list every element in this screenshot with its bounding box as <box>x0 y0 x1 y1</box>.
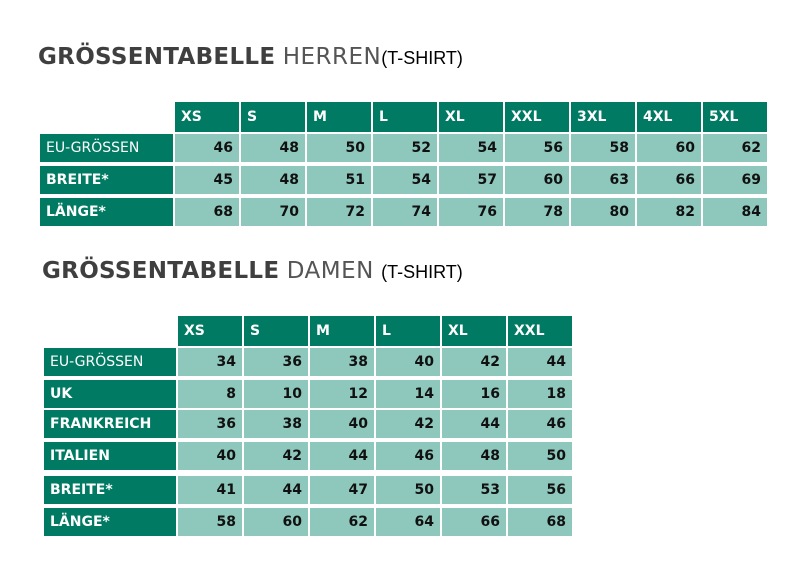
cell-value: 34 <box>178 348 242 376</box>
cell-value: 16 <box>442 380 506 408</box>
column-header: 5XL <box>703 102 767 132</box>
column-header: M <box>307 102 371 132</box>
cell-value: 56 <box>508 476 572 504</box>
cell-value: 10 <box>244 380 308 408</box>
cell-value: 46 <box>508 410 572 438</box>
cell-value: 57 <box>439 166 503 194</box>
row-label: LÄNGE* <box>40 198 173 226</box>
cell-value: 48 <box>241 134 305 162</box>
cell-value: 42 <box>376 410 440 438</box>
cell-value: 72 <box>307 198 371 226</box>
cell-value: 56 <box>505 134 569 162</box>
column-header: XL <box>442 316 506 346</box>
cell-value: 52 <box>373 134 437 162</box>
row-label: ITALIEN <box>44 442 176 470</box>
cell-value: 66 <box>442 508 506 536</box>
column-header: 3XL <box>571 102 635 132</box>
cell-value: 36 <box>244 348 308 376</box>
cell-value: 70 <box>241 198 305 226</box>
cell-value: 14 <box>376 380 440 408</box>
cell-value: 48 <box>241 166 305 194</box>
column-header: XS <box>178 316 242 346</box>
cell-value: 53 <box>442 476 506 504</box>
cell-value: 46 <box>376 442 440 470</box>
column-header: S <box>241 102 305 132</box>
cell-value: 62 <box>703 134 767 162</box>
column-header: XS <box>175 102 239 132</box>
cell-value: 62 <box>310 508 374 536</box>
cell-value: 84 <box>703 198 767 226</box>
column-header: M <box>310 316 374 346</box>
column-header: 4XL <box>637 102 701 132</box>
cell-value: 44 <box>442 410 506 438</box>
column-header: L <box>373 102 437 132</box>
cell-value: 45 <box>175 166 239 194</box>
cell-value: 42 <box>244 442 308 470</box>
cell-value: 48 <box>442 442 506 470</box>
column-header: XL <box>439 102 503 132</box>
cell-value: 50 <box>508 442 572 470</box>
row-label: BREITE* <box>40 166 173 194</box>
title: GRÖSSENTABELLE HERREN(T-SHIRT) <box>38 44 463 70</box>
title: GRÖSSENTABELLE DAMEN (T-SHIRT) <box>42 258 463 284</box>
cell-value: 82 <box>637 198 701 226</box>
title-bold: GRÖSSENTABELLE <box>42 258 280 284</box>
title-light: DAMEN <box>286 258 374 284</box>
cell-value: 51 <box>307 166 371 194</box>
column-header: XXL <box>508 316 572 346</box>
cell-value: 42 <box>442 348 506 376</box>
cell-value: 40 <box>376 348 440 376</box>
cell-value: 74 <box>373 198 437 226</box>
cell-value: 54 <box>439 134 503 162</box>
title-suffix: (T-SHIRT) <box>381 262 463 282</box>
cell-value: 58 <box>178 508 242 536</box>
column-header: XXL <box>505 102 569 132</box>
cell-value: 68 <box>508 508 572 536</box>
column-header: L <box>376 316 440 346</box>
cell-value: 68 <box>175 198 239 226</box>
cell-value: 58 <box>571 134 635 162</box>
cell-value: 50 <box>376 476 440 504</box>
cell-value: 47 <box>310 476 374 504</box>
cell-value: 64 <box>376 508 440 536</box>
cell-value: 54 <box>373 166 437 194</box>
cell-value: 40 <box>310 410 374 438</box>
column-header: S <box>244 316 308 346</box>
cell-value: 69 <box>703 166 767 194</box>
cell-value: 63 <box>571 166 635 194</box>
cell-value: 38 <box>244 410 308 438</box>
cell-value: 12 <box>310 380 374 408</box>
cell-value: 44 <box>244 476 308 504</box>
cell-value: 78 <box>505 198 569 226</box>
cell-value: 44 <box>508 348 572 376</box>
row-label: EU-GRÖSSEN <box>40 134 173 162</box>
cell-value: 44 <box>310 442 374 470</box>
row-label: FRANKREICH <box>44 410 176 438</box>
cell-value: 60 <box>505 166 569 194</box>
cell-value: 66 <box>637 166 701 194</box>
cell-value: 8 <box>178 380 242 408</box>
cell-value: 60 <box>244 508 308 536</box>
cell-value: 18 <box>508 380 572 408</box>
cell-value: 50 <box>307 134 371 162</box>
row-label: UK <box>44 380 176 408</box>
cell-value: 38 <box>310 348 374 376</box>
title-bold: GRÖSSENTABELLE <box>38 44 276 70</box>
row-label: BREITE* <box>44 476 176 504</box>
cell-value: 76 <box>439 198 503 226</box>
cell-value: 46 <box>175 134 239 162</box>
title-light: HERREN <box>282 44 382 70</box>
cell-value: 60 <box>637 134 701 162</box>
cell-value: 36 <box>178 410 242 438</box>
cell-value: 41 <box>178 476 242 504</box>
row-label: EU-GRÖSSEN <box>44 348 176 376</box>
title-suffix: (T-SHIRT) <box>381 48 463 68</box>
cell-value: 80 <box>571 198 635 226</box>
row-label: LÄNGE* <box>44 508 176 536</box>
cell-value: 40 <box>178 442 242 470</box>
